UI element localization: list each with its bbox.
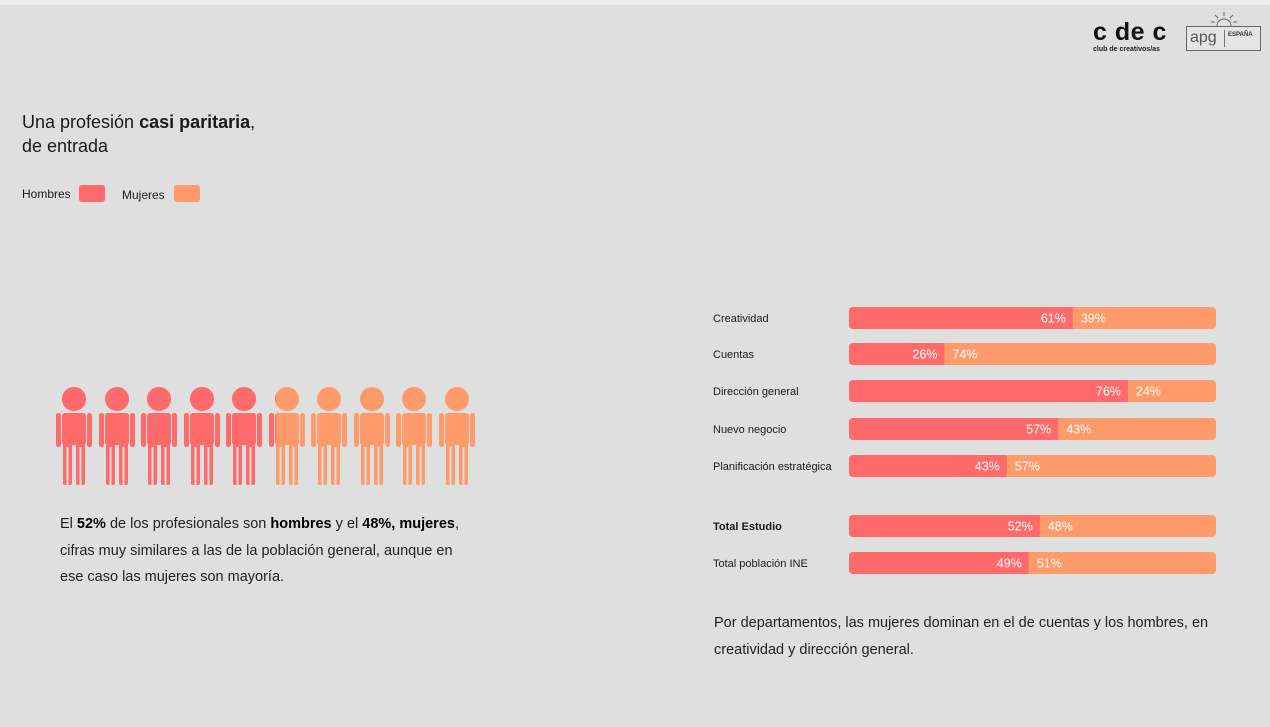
person-icon: [183, 387, 220, 485]
value-label-mujeres: 57%: [1015, 460, 1040, 474]
value-label-mujeres: 39%: [1081, 312, 1106, 326]
person-icon: [396, 387, 432, 485]
person-icon: [438, 387, 475, 485]
apg-logo: apg ESPAÑA: [1186, 26, 1261, 51]
bar-hombres: [849, 307, 1073, 329]
person-icon: [56, 387, 92, 485]
cdec-logo-subtitle: club de creativos/as: [1093, 46, 1160, 53]
top-border: [0, 0, 1270, 5]
summary-bold-48: 48%, mujeres: [362, 516, 455, 532]
cdec-logo: c de c club de creativos/as: [1093, 20, 1173, 54]
summary-bold-hombres: hombres: [270, 516, 332, 532]
cdec-logo-text: c de c: [1093, 18, 1167, 46]
summary-bold-52: 52%: [76, 516, 106, 532]
value-label-hombres: 43%: [975, 460, 1000, 474]
category-label: Planificación estratégica: [713, 461, 833, 473]
value-label-hombres: 76%: [1096, 385, 1121, 399]
value-label-mujeres: 24%: [1136, 385, 1161, 399]
value-label-mujeres: 74%: [952, 348, 977, 362]
legend-label-hombres: Hombres: [22, 187, 71, 201]
page-title: Una profesión casi paritaria, de entrada: [22, 110, 255, 158]
apg-logo-divider: [1224, 30, 1225, 47]
category-label: Cuentas: [713, 349, 754, 361]
category-label: Dirección general: [713, 386, 799, 398]
value-label-hombres: 61%: [1041, 312, 1066, 326]
summary-text-left: El 52% de los profesionales son hombres …: [60, 511, 460, 591]
summary-text-part: , cifras muy similares a las de la pobla…: [60, 516, 459, 585]
legend-swatch-hombres: [79, 185, 105, 202]
title-bold: casi paritaria: [139, 112, 251, 132]
bar-hombres: [849, 418, 1059, 440]
title-prefix: Una profesión: [22, 112, 140, 132]
bar-hombres: [849, 552, 1029, 574]
legend-swatch-mujeres: [174, 185, 200, 202]
category-label: Total Estudio: [713, 521, 782, 533]
person-icon: [268, 387, 305, 485]
category-label: Nuevo negocio: [713, 424, 786, 436]
bar-hombres: [849, 343, 945, 365]
sun-icon: [1211, 12, 1237, 27]
title-suffix: ,: [250, 112, 256, 132]
category-label: Creatividad: [713, 313, 769, 325]
title-line2: de entrada: [22, 136, 109, 156]
value-label-hombres: 49%: [997, 557, 1022, 571]
person-icon: [141, 387, 177, 485]
summary-text-part: y el: [331, 516, 363, 532]
value-label-hombres: 26%: [912, 348, 937, 362]
legend-label-mujeres: Mujeres: [122, 188, 165, 202]
person-icon: [98, 387, 135, 485]
value-label-mujeres: 51%: [1037, 557, 1062, 571]
value-label-mujeres: 48%: [1048, 520, 1073, 534]
category-label: Total población INE: [713, 558, 808, 570]
bar-hombres: [849, 380, 1128, 402]
bar-hombres: [849, 455, 1007, 477]
value-label-hombres: 52%: [1008, 520, 1033, 534]
bar-hombres: [849, 515, 1040, 537]
summary-text-part: de los profesionales son: [105, 516, 271, 532]
value-label-mujeres: 43%: [1066, 423, 1091, 437]
summary-text-right: Por departamentos, las mujeres dominan e…: [714, 615, 1209, 658]
apg-logo-text: apg: [1190, 29, 1217, 46]
summary-text-part: El: [60, 516, 77, 532]
person-icon: [311, 387, 347, 485]
person-icon: [226, 387, 262, 485]
value-label-hombres: 57%: [1026, 423, 1051, 437]
apg-logo-region: ESPAÑA: [1228, 32, 1253, 38]
person-icon: [353, 387, 390, 485]
